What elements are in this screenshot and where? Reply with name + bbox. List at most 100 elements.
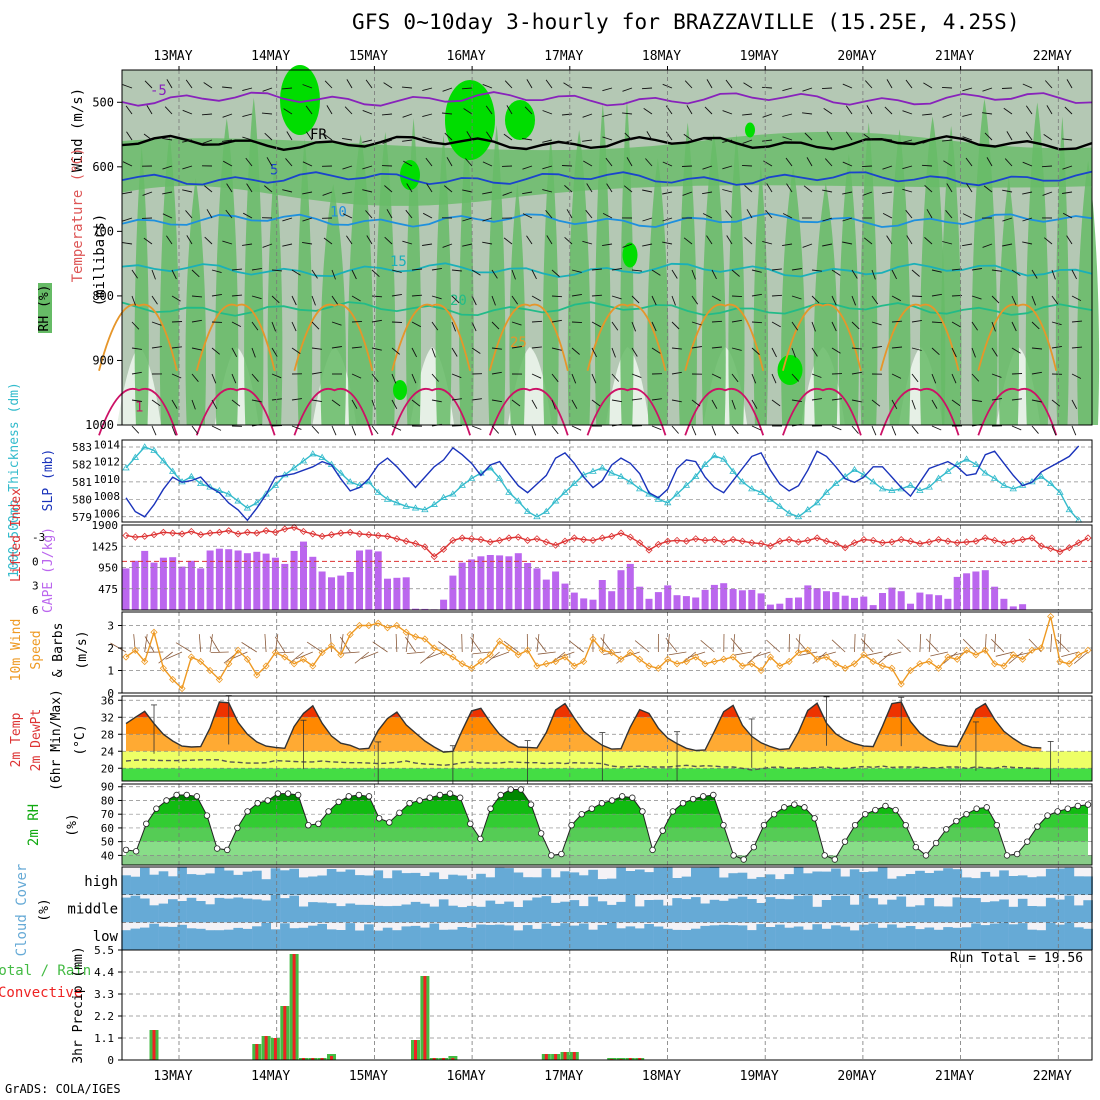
wind10m-barb (144, 634, 148, 653)
wind10m-barb (395, 633, 398, 653)
isotherm-line (121, 212, 1093, 228)
wind-barb (563, 82, 573, 89)
precip-ytick-label: 1.1 (94, 1032, 114, 1045)
rh-moist-tower (701, 133, 726, 426)
wind-barb (266, 157, 273, 167)
cloud-cell-middle (261, 900, 271, 923)
thickness-marker (225, 490, 233, 497)
cloud-cell-low (485, 924, 496, 950)
cloud-cell-middle (149, 905, 159, 923)
cloud-cell-high (1083, 876, 1093, 895)
rh2m-marker (720, 821, 727, 829)
rh2m-marker (760, 821, 768, 829)
wind-barb (182, 139, 193, 143)
rh-saturated-cell (280, 65, 320, 135)
wind-barb (191, 347, 202, 351)
cloud-cell-middle (1027, 906, 1037, 923)
cloud-cell-high (373, 870, 384, 895)
thickness-marker (635, 485, 644, 492)
wind10m-marker (243, 655, 251, 663)
wind-barb (1001, 87, 1013, 89)
wind-barb (291, 321, 297, 332)
cloud-cell-middle (224, 898, 234, 923)
cloud-cell-high (242, 871, 253, 895)
wind-barb (511, 295, 519, 305)
cloud-cell-low (364, 924, 374, 950)
wind-barb (482, 217, 493, 222)
wind10m-marker (776, 662, 784, 670)
wind10m-barb (406, 651, 425, 654)
wind-barb (711, 320, 723, 323)
lifted-index-marker (701, 536, 709, 544)
wind10m-marker (299, 655, 308, 663)
wind-barb (371, 399, 376, 410)
rh2m-marker (426, 794, 433, 801)
cloud-cell-high (140, 867, 150, 895)
cape-bar (972, 571, 980, 610)
lifted-index-marker (421, 543, 429, 551)
wind-barb (811, 398, 822, 401)
wind-barb (451, 347, 458, 357)
cloud-cell-low (607, 922, 617, 950)
wind-barb (1031, 347, 1043, 350)
cloud-cell-high (1055, 868, 1065, 895)
cape-bar (851, 597, 858, 610)
wind-barb (346, 79, 353, 89)
ylabel-temperature: Temperature (°C) (70, 148, 86, 283)
cloud-cell-middle (681, 899, 692, 923)
cloud-cell-middle (494, 903, 505, 923)
wind-barb (1022, 161, 1033, 167)
thickness-marker (794, 512, 803, 520)
wind10m-barb (667, 634, 670, 653)
wind-barb (1022, 83, 1033, 89)
wind-barb (451, 295, 460, 304)
cloud-cell-low (831, 925, 841, 950)
cloud-cell-low (700, 925, 710, 950)
rh-saturated-cell (777, 355, 803, 385)
cloud-cell-high (121, 875, 131, 895)
date-label-top: 14MAY (251, 49, 290, 64)
date-label-top: 22MAY (1033, 49, 1072, 64)
cloud-cell-middle (980, 902, 991, 923)
wind-barb (591, 399, 601, 407)
cloud-cell-high (747, 878, 757, 895)
wind10m-marker (766, 653, 775, 661)
wind-barb (324, 80, 333, 89)
chart-title: GFS 0~10day 3-hourly for BRAZZAVILLE (15… (352, 10, 1020, 34)
thickness-marker (421, 506, 429, 513)
rh2m-marker (132, 848, 140, 855)
wind10m-barb (799, 651, 818, 656)
cloud-cell-middle (737, 896, 748, 923)
wind-barb (531, 346, 542, 349)
cape-bar (122, 568, 130, 610)
wind10m-marker (757, 666, 765, 675)
wind10m-marker (841, 664, 849, 672)
wind-barb (1064, 106, 1073, 115)
wind10m-marker (869, 657, 877, 666)
wind-barb (531, 295, 541, 302)
temp-fill-group (126, 702, 1042, 752)
wind-barb (986, 157, 993, 167)
ytick-label: 800 (92, 289, 114, 303)
wind-barb (891, 373, 902, 379)
rh-saturated-cell (445, 80, 495, 160)
wind10m-marker (411, 633, 420, 641)
rh2m-marker (558, 850, 565, 858)
rh2m-marker (700, 793, 707, 800)
lifted-index-marker (1037, 542, 1045, 550)
wind10m-marker (944, 653, 952, 661)
cape-bar (869, 605, 877, 610)
cloud-cell-high (915, 870, 925, 895)
cloud-cell-low (205, 930, 215, 950)
cloud-cell-middle (877, 904, 888, 923)
lifted-index-marker (402, 537, 410, 545)
rh2m-marker (315, 820, 322, 828)
wind-barb (391, 293, 402, 297)
wind-barb (931, 373, 937, 384)
wind-barb (171, 425, 177, 436)
rh2m-marker (548, 852, 555, 859)
lifted-index-marker (729, 536, 737, 544)
wind-barb (302, 241, 313, 245)
wind-barb (871, 321, 882, 326)
wind-barb (143, 237, 153, 245)
